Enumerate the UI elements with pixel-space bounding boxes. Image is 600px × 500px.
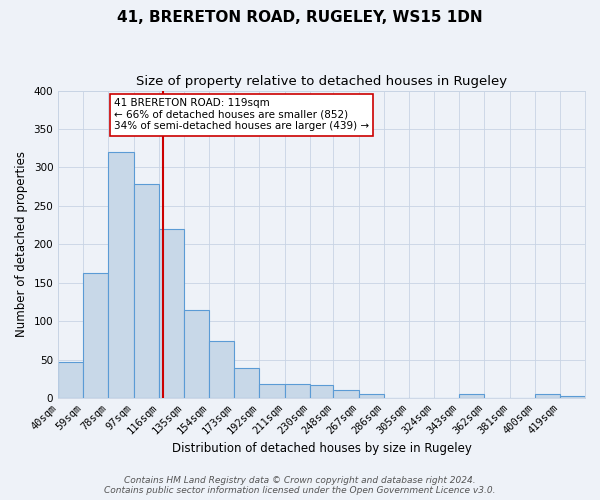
Text: 41 BRERETON ROAD: 119sqm
← 66% of detached houses are smaller (852)
34% of semi-: 41 BRERETON ROAD: 119sqm ← 66% of detach… xyxy=(114,98,369,132)
Bar xyxy=(159,229,184,398)
Bar xyxy=(310,385,334,398)
Text: Contains HM Land Registry data © Crown copyright and database right 2024.
Contai: Contains HM Land Registry data © Crown c… xyxy=(104,476,496,495)
Bar xyxy=(535,394,560,398)
Bar xyxy=(359,394,384,398)
Bar xyxy=(459,394,484,398)
Bar xyxy=(134,184,159,398)
X-axis label: Distribution of detached houses by size in Rugeley: Distribution of detached houses by size … xyxy=(172,442,472,455)
Bar xyxy=(259,384,284,398)
Bar xyxy=(560,396,585,398)
Bar xyxy=(83,274,109,398)
Bar xyxy=(109,152,134,398)
Bar xyxy=(334,390,359,398)
Text: 41, BRERETON ROAD, RUGELEY, WS15 1DN: 41, BRERETON ROAD, RUGELEY, WS15 1DN xyxy=(117,10,483,25)
Y-axis label: Number of detached properties: Number of detached properties xyxy=(15,152,28,338)
Bar xyxy=(284,384,310,398)
Bar xyxy=(209,341,234,398)
Bar xyxy=(58,362,83,398)
Bar xyxy=(184,310,209,398)
Bar xyxy=(234,368,259,398)
Title: Size of property relative to detached houses in Rugeley: Size of property relative to detached ho… xyxy=(136,75,507,88)
